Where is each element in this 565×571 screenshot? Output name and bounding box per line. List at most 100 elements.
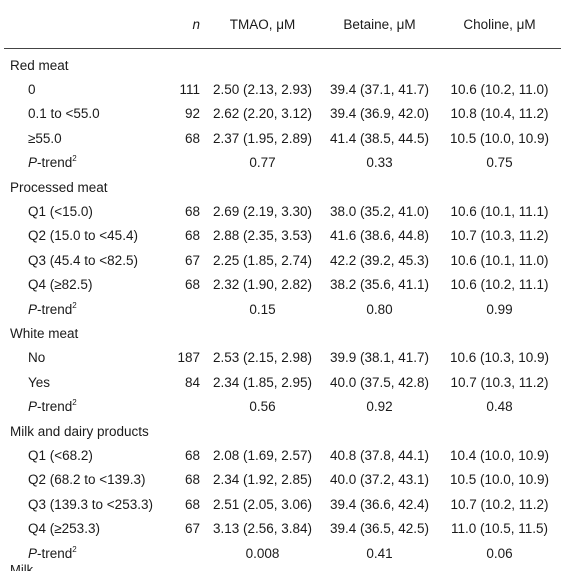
row-n: 68: [184, 447, 200, 463]
p-trend-tmao: 0.77: [249, 155, 276, 171]
header-row: n TMAO, μM Betaine, μM Choline, μM: [4, 0, 561, 49]
row-label: Yes: [28, 374, 51, 390]
row-tmao: 2.37 (1.95, 2.89): [212, 130, 313, 146]
p-trend-n: [164, 394, 204, 418]
p-trend-label: P-trend2: [4, 541, 164, 565]
group-title: Processed meat: [10, 179, 108, 195]
group-title-row: Milk and dairy products: [4, 419, 561, 443]
p-trend-p: P: [28, 545, 38, 561]
row-betaine: 40.0 (37.2, 43.1): [329, 472, 430, 488]
header-label: [4, 0, 164, 49]
row-choline: 10.6 (10.2, 11.0): [450, 82, 549, 98]
row-n: 187: [177, 350, 200, 366]
row-label: 0: [28, 82, 36, 98]
row-betaine: 42.2 (39.2, 45.3): [329, 252, 430, 268]
table-row: Q3 (45.4 to <82.5) 67 2.25 (1.85, 2.74) 42.…: [4, 248, 561, 272]
row-label: Q2 (15.0 to <45.4): [28, 228, 138, 244]
row-choline: 10.7 (10.3, 11.2): [450, 228, 549, 244]
row-n: 68: [184, 204, 200, 220]
row-betaine: 39.4 (36.9, 42.0): [329, 106, 430, 122]
p-trend-choline: 0.48: [486, 399, 513, 415]
row-betaine: 39.4 (36.5, 42.5): [329, 521, 430, 537]
row-betaine: 41.4 (38.5, 44.5): [329, 130, 430, 146]
header-betaine: Betaine, μM: [321, 0, 438, 49]
row-choline: 10.7 (10.3, 11.2): [450, 374, 549, 390]
p-trend-row: P-trend2 0.008 0.41 0.06: [4, 541, 561, 565]
row-tmao: 3.13 (2.56, 3.84): [212, 521, 313, 537]
p-trend-betaine: 0.33: [366, 155, 393, 171]
row-n: 67: [184, 252, 200, 268]
p-trend-betaine: 0.41: [366, 545, 393, 561]
p-trend-footnote: 2: [72, 300, 77, 310]
p-trend-label: P-trend2: [4, 394, 164, 418]
table-row: Q1 (<68.2) 68 2.08 (1.69, 2.57) 40.8 (37.8,…: [4, 443, 561, 467]
p-trend-row: P-trend2 0.77 0.33 0.75: [4, 151, 561, 175]
p-trend-tmao: 0.15: [249, 301, 276, 317]
p-trend-tmao: 0.008: [245, 545, 280, 561]
row-tmao: 2.34 (1.85, 2.95): [212, 374, 313, 390]
row-betaine: 40.8 (37.8, 44.1): [329, 447, 430, 463]
row-betaine: 39.4 (37.1, 41.7): [329, 82, 430, 98]
header-choline: Choline, μM: [438, 0, 561, 49]
row-tmao: 2.88 (2.35, 3.53): [212, 228, 313, 244]
row-choline: 10.5 (10.0, 10.9): [449, 130, 550, 146]
row-betaine: 39.9 (38.1, 41.7): [329, 350, 430, 366]
p-trend-n: [164, 297, 204, 321]
row-label: Q3 (45.4 to <82.5): [28, 252, 138, 268]
p-trend-text: -trend: [37, 545, 73, 561]
row-n: 68: [184, 228, 200, 244]
table-row: Q3 (139.3 to <253.3) 68 2.51 (2.05, 3.06) 3…: [4, 492, 561, 516]
group-title: Red meat: [10, 57, 69, 73]
row-choline: 10.6 (10.1, 11.1): [450, 204, 549, 220]
table-row: 0 111 2.50 (2.13, 2.93) 39.4 (37.1, 41.7) 10…: [4, 77, 561, 101]
row-choline: 10.4 (10.0, 10.9): [449, 447, 550, 463]
row-n: 67: [184, 521, 200, 537]
row-n: 68: [184, 472, 200, 488]
row-tmao: 2.08 (1.69, 2.57): [212, 447, 313, 463]
p-trend-tmao: 0.56: [249, 399, 276, 415]
row-label: Q2 (68.2 to <139.3): [28, 472, 146, 488]
table-row: Q4 (≥82.5) 68 2.32 (1.90, 2.82) 38.2 (35.6,…: [4, 273, 561, 297]
header-tmao: TMAO, μM: [204, 0, 321, 49]
header-n: n: [164, 0, 204, 49]
row-label: 0.1 to <55.0: [28, 106, 100, 122]
row-label: Q3 (139.3 to <253.3): [28, 496, 153, 512]
row-tmao: 2.69 (2.19, 3.30): [212, 204, 313, 220]
table-row: Q2 (15.0 to <45.4) 68 2.88 (2.35, 3.53) 41.…: [4, 224, 561, 248]
group-title: Milk and dairy products: [10, 423, 149, 439]
row-n: 84: [184, 374, 200, 390]
p-trend-choline: 0.99: [486, 301, 513, 317]
p-trend-n: [164, 541, 204, 565]
row-n: 111: [179, 82, 200, 98]
row-n: 68: [184, 130, 200, 146]
p-trend-row: P-trend2 0.15 0.80 0.99: [4, 297, 561, 321]
table-row: 0.1 to <55.0 92 2.62 (2.20, 3.12) 39.4 (36.…: [4, 102, 561, 126]
row-label: Q4 (≥253.3): [28, 521, 100, 537]
p-trend-p: P: [28, 301, 38, 317]
row-label: Q4 (≥82.5): [28, 277, 93, 293]
row-choline: 10.6 (10.2, 11.1): [450, 277, 549, 293]
group-title-row: Processed meat: [4, 175, 561, 199]
row-tmao: 2.62 (2.20, 3.12): [212, 106, 313, 122]
row-label: Q1 (<68.2): [28, 447, 93, 463]
group-title-row: White meat: [4, 321, 561, 345]
p-trend-n: [164, 151, 204, 175]
row-choline: 10.6 (10.1, 11.0): [450, 252, 549, 268]
p-trend-row: P-trend2 0.56 0.92 0.48: [4, 394, 561, 418]
row-tmao: 2.50 (2.13, 2.93): [212, 82, 313, 98]
row-betaine: 40.0 (37.5, 42.8): [329, 374, 430, 390]
row-tmao: 2.53 (2.15, 2.98): [212, 350, 313, 366]
table-row: No 187 2.53 (2.15, 2.98) 39.9 (38.1, 41.7) 1…: [4, 346, 561, 370]
p-trend-footnote: 2: [72, 154, 77, 164]
p-trend-label: P-trend2: [4, 297, 164, 321]
p-trend-text: -trend: [37, 155, 73, 171]
row-betaine: 41.6 (38.6, 44.8): [329, 228, 430, 244]
row-tmao: 2.34 (1.92, 2.85): [212, 472, 313, 488]
row-betaine: 38.0 (35.2, 41.0): [329, 204, 430, 220]
row-label: Q1 (<15.0): [28, 204, 93, 220]
table-body: Red meat 0 111 2.50 (2.13, 2.93) 39.4 (37.1,…: [4, 49, 561, 566]
p-trend-text: -trend: [37, 399, 73, 415]
p-trend-choline: 0.06: [486, 545, 513, 561]
table-row: Q1 (<15.0) 68 2.69 (2.19, 3.30) 38.0 (35.2,…: [4, 199, 561, 223]
